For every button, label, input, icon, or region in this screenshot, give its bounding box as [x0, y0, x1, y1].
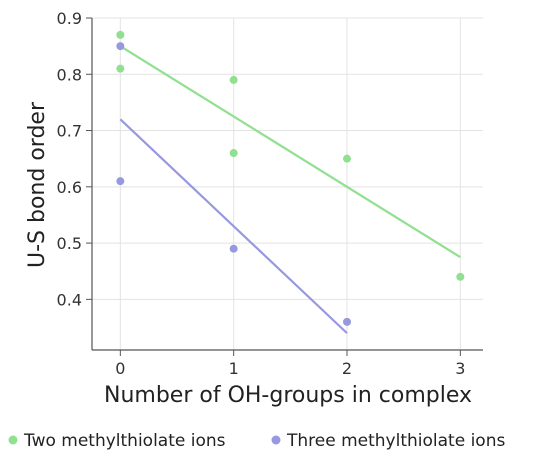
y-ticks: 0.4 0.5 0.6 0.7 0.8 0.9 [57, 9, 92, 309]
x-tick-label: 3 [455, 359, 465, 378]
y-tick-label: 0.4 [57, 290, 82, 309]
data-point-series-0 [229, 149, 238, 158]
trendline-series-1 [119, 118, 348, 334]
legend: Two methylthiolate ions Three methylthio… [8, 431, 505, 451]
axes [91, 18, 483, 351]
x-axis-title: Number of OH-groups in complex [104, 383, 472, 408]
legend-marker-two-methylthiolate [8, 435, 18, 445]
data-point-series-0 [229, 75, 238, 84]
x-tick-label: 0 [115, 359, 125, 378]
data-points [116, 30, 465, 326]
y-tick-label: 0.5 [57, 234, 82, 253]
legend-label-two-methylthiolate: Two methylthiolate ions [23, 431, 226, 451]
trendlines [119, 45, 461, 334]
legend-marker-three-methylthiolate [271, 435, 281, 445]
y-tick-label: 0.6 [57, 178, 82, 197]
legend-label-three-methylthiolate: Three methylthiolate ions [286, 431, 505, 451]
y-axis-title: U-S bond order [25, 101, 50, 268]
grid [92, 17, 483, 350]
data-point-series-0 [116, 64, 125, 73]
y-tick-label: 0.8 [57, 65, 82, 84]
data-point-series-1 [229, 244, 238, 253]
data-point-series-1 [116, 177, 125, 186]
x-tick-label: 2 [342, 359, 352, 378]
data-point-series-0 [456, 272, 465, 281]
x-ticks: 0 1 2 3 [115, 350, 465, 378]
data-point-series-0 [116, 30, 125, 39]
y-tick-label: 0.9 [57, 9, 82, 28]
data-point-series-1 [116, 42, 125, 51]
data-point-series-1 [343, 317, 351, 326]
y-tick-label: 0.7 [57, 122, 82, 141]
x-tick-label: 1 [229, 359, 239, 378]
trendline-series-0 [119, 45, 461, 259]
data-point-series-0 [343, 154, 351, 163]
